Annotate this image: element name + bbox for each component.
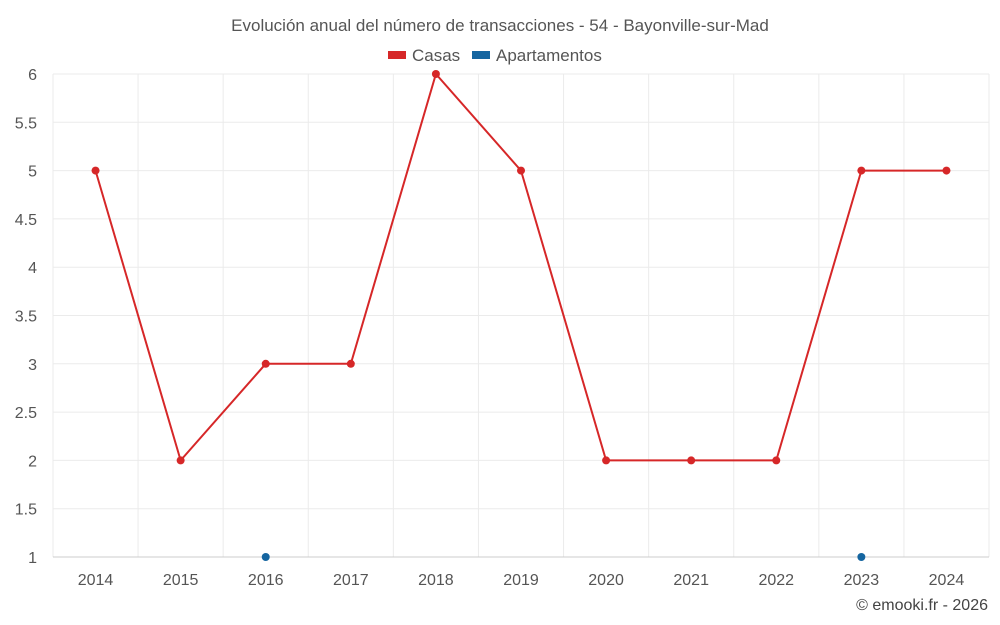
data-point-casas-2024[interactable]	[942, 166, 951, 175]
legend: Casas Apartamentos	[388, 46, 602, 65]
x-tick-label: 2024	[929, 572, 965, 589]
x-tick-label: 2017	[333, 572, 369, 589]
data-point-casas-2014[interactable]	[91, 166, 100, 175]
chart-title: Evolución anual del número de transaccio…	[231, 16, 769, 35]
x-tick-label: 2019	[503, 572, 539, 589]
x-tick-label: 2021	[673, 572, 709, 589]
y-tick-label: 3	[28, 357, 37, 374]
y-tick-label: 4.5	[15, 212, 37, 229]
y-tick-label: 1	[28, 550, 37, 567]
data-point-casas-2022[interactable]	[772, 456, 781, 465]
gridlines	[52, 73, 990, 558]
y-tick-label: 1.5	[15, 502, 37, 519]
data-point-casas-2018[interactable]	[431, 70, 440, 78]
x-tick-label: 2020	[588, 572, 624, 589]
x-tick-label: 2016	[248, 572, 284, 589]
data-point-casas-2017[interactable]	[346, 359, 355, 368]
data-point-apartamentos-2016[interactable]	[261, 553, 270, 561]
legend-label-casas[interactable]: Casas	[412, 46, 460, 65]
data-point-casas-2020[interactable]	[602, 456, 611, 465]
x-tick-label: 2023	[844, 572, 880, 589]
x-axis: 2014 2015 2016 2017 2018 2019 2020 2021 2022 2023…	[53, 556, 989, 589]
x-tick-label: 2014	[78, 572, 114, 589]
legend-label-apartamentos[interactable]: Apartamentos	[496, 46, 602, 65]
data-point-casas-2023[interactable]	[857, 166, 866, 175]
data-point-casas-2016[interactable]	[261, 359, 270, 368]
legend-swatch-casas[interactable]	[388, 51, 406, 59]
x-tick-label: 2018	[418, 572, 454, 589]
y-tick-label: 5.5	[15, 115, 37, 132]
credit-text: © emooki.fr - 2026	[856, 597, 988, 614]
data-point-casas-2015[interactable]	[176, 456, 185, 465]
x-tick-label: 2015	[163, 572, 199, 589]
x-tick-label: 2022	[758, 572, 794, 589]
data-point-apartamentos-2023[interactable]	[857, 553, 866, 561]
y-tick-label: 6	[28, 67, 37, 84]
series-layer	[91, 70, 951, 561]
y-tick-label: 5	[28, 164, 37, 181]
y-tick-label: 2.5	[15, 405, 37, 422]
y-tick-label: 3.5	[15, 309, 37, 326]
data-point-casas-2021[interactable]	[687, 456, 696, 465]
y-tick-label: 4	[28, 260, 37, 277]
data-point-casas-2019[interactable]	[517, 166, 525, 175]
y-tick-label: 2	[28, 453, 37, 470]
y-axis: 1 1.5 2 2.5 3 3.5 4 4.5 5 5.5 6	[15, 67, 37, 567]
legend-swatch-apartamentos[interactable]	[472, 51, 490, 59]
